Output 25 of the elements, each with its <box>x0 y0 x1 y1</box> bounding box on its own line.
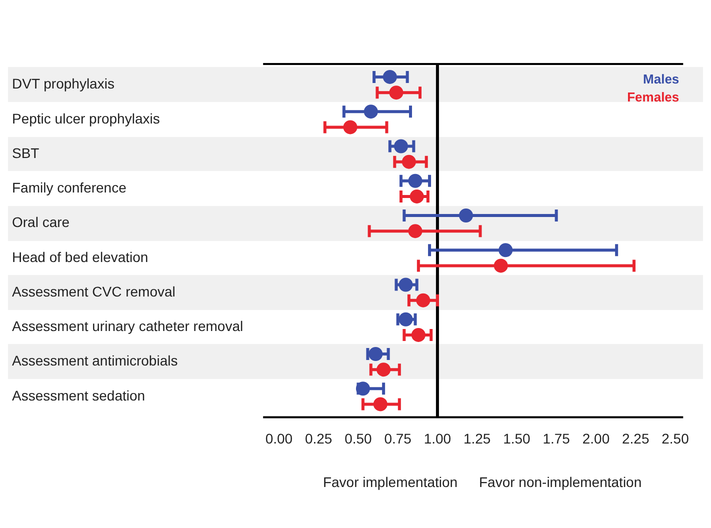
y-tick-label: SBT <box>12 144 40 161</box>
text: Favor implementation <box>322 474 458 490</box>
y-tick-label: Assessment urinary catheter removal <box>12 318 244 334</box>
y-tick-label: Head of bed elevation <box>12 248 148 265</box>
x-tick-label: 1.25 <box>463 430 491 446</box>
y-tick-label: Assessment sedation <box>12 387 146 404</box>
x-tick-label: 2.25 <box>622 430 650 446</box>
x-tick-label: 1.75 <box>542 430 570 446</box>
y-tick-label: Oral care <box>12 214 70 230</box>
y-tick-label: Family conference <box>12 180 127 196</box>
x-tick-label: 0.00 <box>265 430 293 446</box>
text: Males <box>643 72 680 87</box>
x-tick-label: 1.00 <box>424 430 452 446</box>
y-tick-label: Assessment CVC removal <box>12 283 176 300</box>
x-tick-label: 0.25 <box>304 430 332 446</box>
x-tick-label: 2.50 <box>662 430 690 446</box>
x-tick-label: 1.50 <box>503 430 531 446</box>
x-tick-label: 2.00 <box>582 430 610 446</box>
x-tick-label: 0.50 <box>344 430 372 446</box>
y-tick-label: Assessment antimicrobials <box>12 352 178 369</box>
text: Favor non-implementation <box>478 474 642 490</box>
text: Females <box>627 90 680 105</box>
y-tick-label: Peptic ulcer prophylaxis <box>12 110 160 126</box>
y-tick-label: DVT prophylaxis <box>12 76 114 92</box>
x-tick-label: 0.75 <box>384 430 412 446</box>
